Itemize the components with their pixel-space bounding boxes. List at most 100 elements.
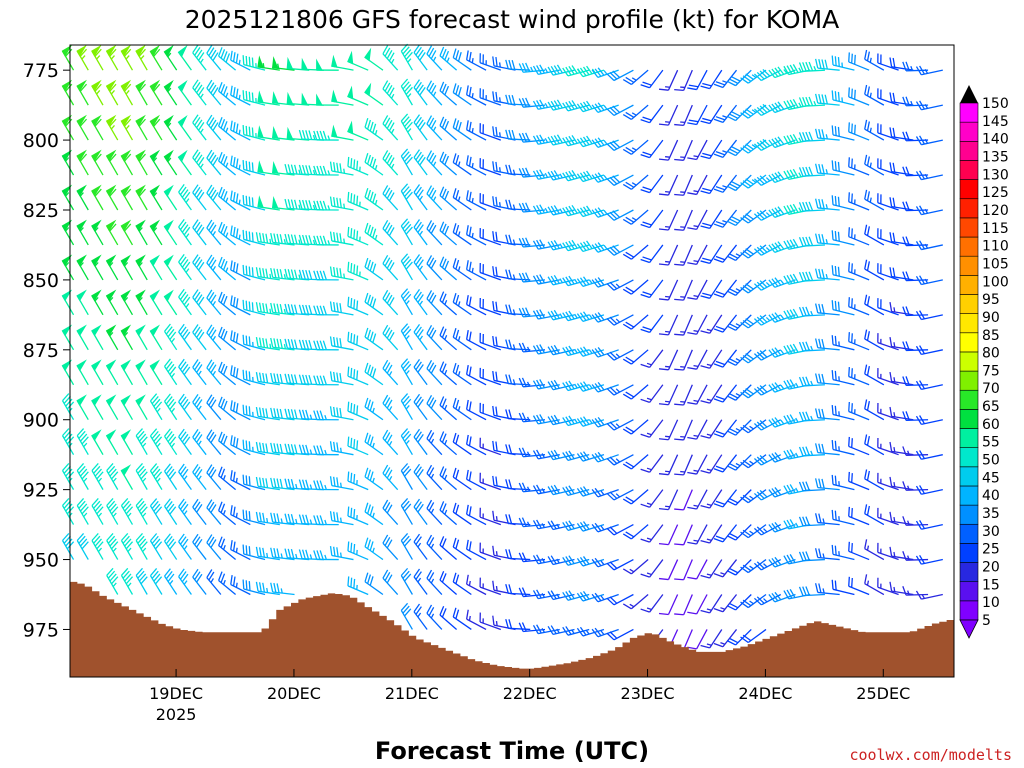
barb-flag [293,304,298,315]
barb-flag [536,204,542,214]
barb-half-flag [269,273,272,279]
barb-half-flag [138,262,143,267]
barb-flag [532,485,539,495]
barb-flag [198,122,205,131]
barb-staff [192,471,207,491]
barb-flag [866,226,870,236]
barb-staff [630,244,649,260]
barb-flag [109,573,117,582]
barb-flag [356,335,359,346]
barb-flag [245,90,248,101]
barb-flag [759,175,768,183]
barb-staff [630,279,649,295]
barb-staff [508,557,531,561]
barb-flag [179,361,187,370]
barb-flag [279,234,283,244]
wind-barb [439,396,458,421]
barb-flag [206,534,213,543]
barb-flag [745,178,754,185]
barb-staff [272,451,295,456]
barb-flag [768,244,776,253]
barb-pennant [120,394,132,407]
barb-flag [178,428,185,438]
barb-half-flag [125,125,130,130]
barb-flag [151,570,159,579]
barb-flag [308,339,313,350]
barb-flag [915,66,922,76]
barb-half-flag [238,129,241,135]
wind-barb [135,463,148,490]
wind-barb [192,254,207,281]
barb-staff [709,629,723,649]
barb-flag [565,556,572,565]
barb-flag [902,201,907,211]
barb-flag [774,102,782,111]
wind-barb [382,569,399,595]
barb-flag [413,463,421,473]
wind-barb [532,239,560,250]
wind-barb [329,231,354,246]
barb-staff [735,244,752,261]
barb-flag [94,83,102,92]
barb-staff [400,435,413,456]
wind-barb [149,289,163,316]
wind-barb [783,99,811,111]
barb-half-flag [603,140,608,145]
wind-barb [798,446,825,457]
barb-flag [167,503,175,512]
barb-staff [735,559,752,576]
barb-flag [457,51,462,62]
barb-pennant [135,184,146,197]
barb-flag [196,119,203,129]
wind-barb [364,292,384,316]
barb-staff [848,61,870,71]
barb-staff [906,558,929,561]
barb-half-flag [924,208,929,214]
barb-flag [745,143,754,150]
barb-staff [230,199,251,211]
barb-pennant [105,359,117,372]
barb-flag [169,471,177,480]
barb-pennant [163,289,174,302]
barb-flag [251,302,254,312]
barb-staff [218,475,237,491]
colorbar-label: 40 [982,488,1000,504]
barb-flag [415,221,422,231]
barb-staff [613,139,634,151]
wind-barb [576,170,605,183]
barb-pennant [331,89,338,103]
wind-barb [768,487,796,498]
barb-staff [921,174,943,181]
barb-flag [562,312,569,321]
barb-flag [550,520,557,530]
wind-barb [382,150,399,176]
barb-flag [591,384,599,393]
barb-flag [206,359,213,369]
barb-staff [347,515,369,526]
colorbar-swatch [959,160,979,180]
barb-flag [505,94,509,105]
barb-flag [284,163,288,174]
barb-flag [594,208,602,217]
wind-barb [76,289,89,316]
barb-half-flag [185,303,190,308]
barb-flag [798,132,804,142]
barb-half-flag [123,262,129,267]
barb-staff [891,310,914,316]
colorbar-swatch [959,179,979,200]
wind-barb [740,104,767,119]
wind-barb [532,519,560,530]
wind-barb [255,511,280,526]
barb-flag [640,293,650,299]
barb-flag [181,329,189,338]
wind-barb [400,148,413,176]
barb-flag [107,570,116,579]
barb-half-flag [142,477,147,483]
barb-flag [265,233,269,244]
barb-flag [771,488,779,497]
barb-flag [79,83,88,92]
barb-half-flag [720,572,726,575]
colorbar-swatch [959,581,979,602]
barb-flag [135,463,143,472]
barb-half-flag [541,488,545,493]
